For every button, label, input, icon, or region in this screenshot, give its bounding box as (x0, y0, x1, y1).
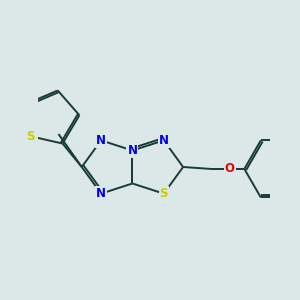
Text: N: N (96, 187, 106, 200)
Text: S: S (26, 130, 35, 143)
Text: N: N (128, 144, 137, 157)
Text: N: N (159, 134, 169, 147)
Text: N: N (96, 134, 106, 147)
Text: O: O (225, 162, 235, 176)
Text: S: S (160, 187, 168, 200)
